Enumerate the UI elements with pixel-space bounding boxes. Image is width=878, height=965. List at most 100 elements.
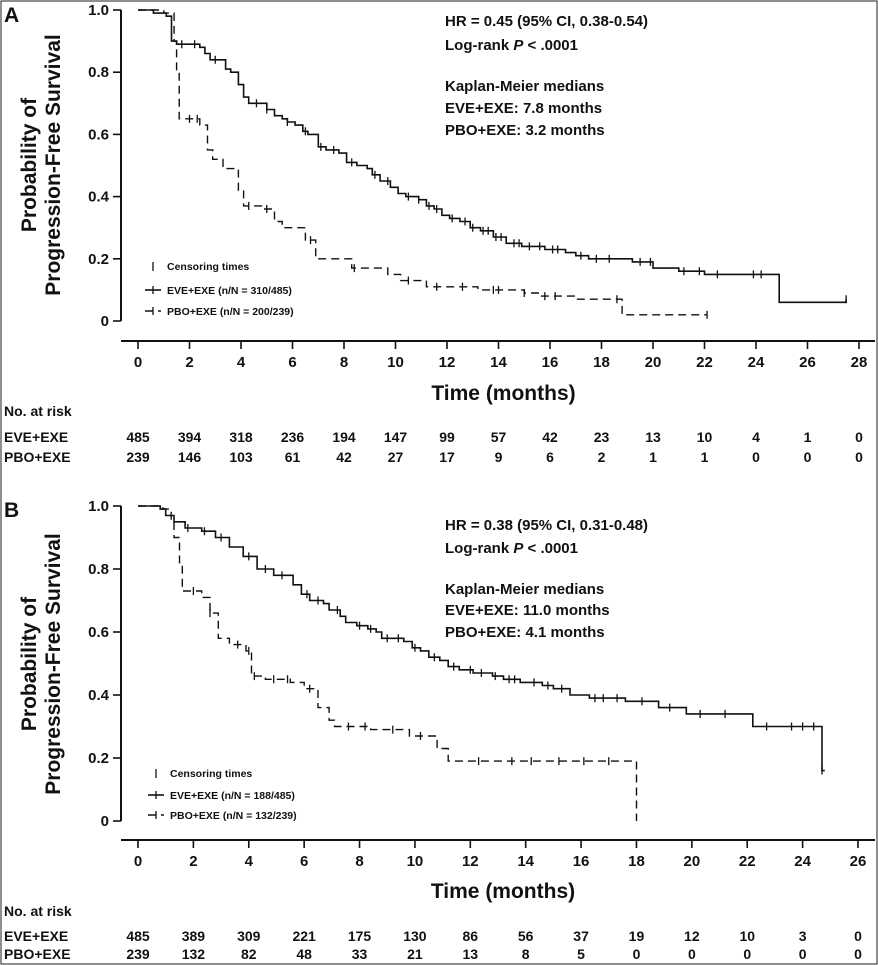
- y-tick-label: 0.2: [88, 251, 109, 268]
- y-tick-label: 0: [101, 813, 109, 830]
- x-tick-label: 20: [645, 354, 662, 371]
- at-risk-count: 27: [388, 449, 404, 465]
- x-tick-label: 14: [490, 354, 507, 371]
- at-risk-count: 19: [629, 928, 645, 944]
- at-risk-row-label: PBO+EXE: [4, 946, 71, 962]
- x-tick-label: 18: [593, 354, 610, 371]
- logrank-text: Log-rank P < .0001: [445, 37, 578, 54]
- at-risk-count: 86: [463, 928, 479, 944]
- x-tick-label: 28: [851, 354, 868, 371]
- at-risk-count: 175: [348, 928, 372, 944]
- at-risk-count: 48: [296, 946, 312, 962]
- at-risk-count: 1: [701, 449, 709, 465]
- at-risk-count: 1: [649, 449, 657, 465]
- at-risk-count: 9: [495, 449, 503, 465]
- y-axis-title-line-1: Probability of: [18, 97, 41, 232]
- x-tick-label: 6: [288, 354, 296, 371]
- x-tick-label: 12: [462, 853, 479, 870]
- at-risk-count: 61: [285, 449, 301, 465]
- median-pbo-text: PBO+EXE: 3.2 months: [445, 122, 605, 139]
- at-risk-row-label: EVE+EXE: [4, 928, 68, 944]
- y-tick-label: 0.4: [88, 687, 110, 704]
- legend-censoring-label: Censoring times: [167, 261, 249, 273]
- curve-eve-exe: [138, 9, 847, 304]
- hazard-ratio-text: HR = 0.38 (95% CI, 0.31-0.48): [445, 517, 648, 534]
- at-risk-count: 8: [522, 946, 530, 962]
- at-risk-count: 485: [126, 928, 150, 944]
- at-risk-count: 23: [594, 429, 610, 445]
- at-risk-count: 0: [752, 449, 760, 465]
- at-risk-row-label: PBO+EXE: [4, 449, 71, 465]
- at-risk-count: 12: [684, 928, 700, 944]
- y-tick-label: 0.2: [88, 750, 109, 767]
- at-risk-count: 0: [854, 946, 862, 962]
- x-tick-label: 16: [573, 853, 590, 870]
- x-tick-label: 16: [542, 354, 559, 371]
- x-tick-label: 6: [300, 853, 308, 870]
- panel-letter: B: [4, 499, 19, 522]
- at-risk-count: 33: [352, 946, 368, 962]
- panel-a: A Probability of Progression-Free Survival…: [4, 2, 875, 465]
- x-tick-label: 20: [684, 853, 701, 870]
- legend-eve-label: EVE+EXE (n/N = 310/485): [167, 285, 292, 297]
- at-risk-count: 37: [573, 928, 589, 944]
- at-risk-count: 485: [126, 429, 150, 445]
- y-tick-label: 1.0: [88, 498, 109, 515]
- x-tick-label: 4: [245, 853, 254, 870]
- medians-title: Kaplan-Meier medians: [445, 581, 604, 598]
- at-risk-count: 318: [229, 429, 253, 445]
- x-tick-label: 26: [850, 853, 867, 870]
- x-tick-label: 0: [134, 853, 142, 870]
- y-tick-label: 0.6: [88, 624, 109, 641]
- y-tick-label: 1.0: [88, 2, 109, 19]
- at-risk-row-label: EVE+EXE: [4, 429, 68, 445]
- x-tick-label: 18: [628, 853, 645, 870]
- x-tick-label: 12: [439, 354, 456, 371]
- at-risk-count: 236: [281, 429, 305, 445]
- at-risk-count: 21: [407, 946, 423, 962]
- x-tick-label: 10: [387, 354, 404, 371]
- at-risk-count: 394: [178, 429, 202, 445]
- x-tick-label: 22: [696, 354, 713, 371]
- curve-eve-exe: [138, 505, 825, 772]
- medians-title: Kaplan-Meier medians: [445, 78, 604, 95]
- x-tick-label: 24: [794, 853, 811, 870]
- at-risk-count: 5: [577, 946, 585, 962]
- at-risk-count: 56: [518, 928, 534, 944]
- at-risk-count: 99: [439, 429, 455, 445]
- at-risk-count: 0: [855, 429, 863, 445]
- legend-censoring-label: Censoring times: [170, 768, 252, 780]
- x-tick-label: 2: [189, 853, 197, 870]
- x-tick-label: 10: [407, 853, 424, 870]
- median-eve-text: EVE+EXE: 7.8 months: [445, 100, 602, 117]
- at-risk-count: 0: [854, 928, 862, 944]
- at-risk-count: 147: [384, 429, 408, 445]
- curve-pbo-exe: [138, 505, 638, 821]
- x-tick-label: 22: [739, 853, 756, 870]
- legend-pbo-label: PBO+EXE (n/N = 200/239): [167, 306, 294, 318]
- median-pbo-text: PBO+EXE: 4.1 months: [445, 624, 605, 641]
- y-tick-label: 0.8: [88, 561, 109, 578]
- x-tick-label: 8: [340, 354, 348, 371]
- at-risk-count: 57: [491, 429, 507, 445]
- at-risk-count: 6: [546, 449, 554, 465]
- at-risk-count: 146: [178, 449, 202, 465]
- at-risk-count: 309: [237, 928, 261, 944]
- at-risk-count: 17: [439, 449, 455, 465]
- panel-b: B Probability of Progression-Free Survival…: [4, 498, 875, 962]
- at-risk-count: 4: [752, 429, 760, 445]
- x-tick-label: 8: [355, 853, 363, 870]
- at-risk-count: 2: [598, 449, 606, 465]
- at-risk-count: 1: [804, 429, 812, 445]
- at-risk-count: 82: [241, 946, 257, 962]
- at-risk-count: 13: [645, 429, 661, 445]
- at-risk-count: 132: [182, 946, 206, 962]
- at-risk-title: No. at risk: [4, 403, 72, 419]
- legend-eve-label: EVE+EXE (n/N = 188/485): [170, 790, 295, 802]
- x-tick-label: 2: [185, 354, 193, 371]
- at-risk-title: No. at risk: [4, 903, 72, 919]
- y-tick-label: 0.6: [88, 126, 109, 143]
- curve-pbo-exe: [138, 9, 708, 316]
